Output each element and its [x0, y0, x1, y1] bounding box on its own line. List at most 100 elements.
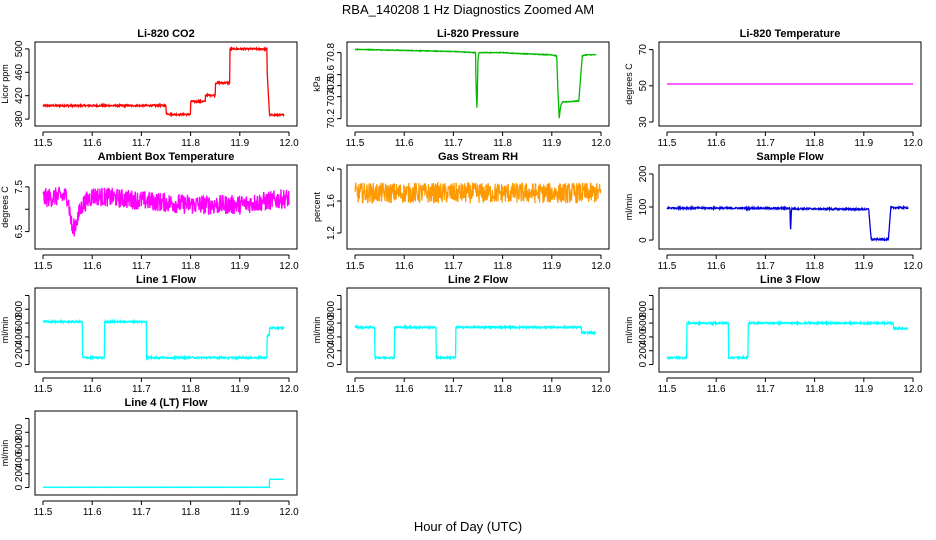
- y-axis-label: degrees C: [624, 63, 634, 105]
- y-tick-label: 400: [14, 451, 25, 468]
- y-tick-label: 0: [638, 237, 649, 243]
- x-tick-label: 11.7: [132, 507, 151, 518]
- plot-frame: [658, 164, 922, 250]
- panel-1: Li-820 CO2 11.5 11.6 11.7 11.8 11.9 12.0 380 420…: [0, 28, 299, 149]
- plot-frame: [34, 164, 298, 250]
- x-tick-label: 11.7: [444, 138, 463, 149]
- y-tick-label: 0: [14, 484, 25, 490]
- x-tick-label: 11.9: [542, 138, 561, 149]
- plot-frame: [346, 287, 610, 373]
- y-tick-label: 800: [14, 300, 25, 317]
- x-tick-label: 11.9: [230, 384, 249, 395]
- y-axis-label: percent: [312, 191, 322, 222]
- panel-6: Sample Flow 11.5 11.6 11.7 11.8 11.9 12.0 0 100 2…: [624, 151, 923, 272]
- x-tick-label: 11.8: [181, 507, 200, 518]
- data-series-line: [666, 204, 909, 242]
- x-tick-label: 11.9: [230, 261, 249, 272]
- panel-8: Line 2 Flow 11.5 11.6 11.7 11.8 11.9 12.0 0 2004…: [312, 274, 611, 395]
- x-tick-label: 11.6: [395, 384, 414, 395]
- y-tick-label: 200: [14, 465, 25, 482]
- y-tick-label: 1.2: [326, 226, 337, 240]
- y-axis-label: ml/min: [624, 317, 634, 344]
- x-tick-label: 11.5: [658, 138, 677, 149]
- x-tick-label: 11.5: [658, 261, 677, 272]
- panel-title: Gas Stream RH: [438, 151, 518, 163]
- x-tick-label: 11.5: [346, 138, 365, 149]
- y-tick-label: 200: [638, 342, 649, 359]
- y-axis-label: ml/min: [312, 317, 322, 344]
- x-tick-label: 11.7: [444, 384, 463, 395]
- x-tick-label: 11.8: [181, 138, 200, 149]
- panel-title: Line 1 Flow: [136, 274, 196, 286]
- y-tick-label: 400: [14, 328, 25, 345]
- y-tick-label: 70.6: [326, 64, 337, 84]
- x-tick-label: 11.6: [395, 261, 414, 272]
- x-tick-label: 11.6: [83, 138, 102, 149]
- panel-5: Gas Stream RH 11.5 11.6 11.7 11.8 11.9 12.0 1.2…: [312, 151, 611, 272]
- x-tick-label: 11.9: [542, 261, 561, 272]
- x-tick-label: 12.0: [903, 261, 923, 272]
- x-tick-label: 11.5: [34, 261, 53, 272]
- x-tick-label: 11.8: [493, 384, 512, 395]
- y-tick-label: 800: [638, 300, 649, 317]
- y-axis-label: kPa: [312, 76, 322, 92]
- x-tick-label: 11.5: [346, 261, 365, 272]
- x-tick-label: 11.6: [83, 261, 102, 272]
- x-tick-label: 12.0: [903, 138, 923, 149]
- x-tick-label: 11.8: [805, 384, 824, 395]
- y-tick-label: 2: [326, 166, 337, 172]
- x-tick-label: 11.8: [805, 261, 824, 272]
- panel-3: Li-820 Temperature 11.5 11.6 11.7 11.8 11.9 12…: [624, 28, 923, 149]
- x-tick-label: 11.6: [707, 138, 726, 149]
- plot-frame: [346, 41, 610, 127]
- x-tick-label: 12.0: [279, 138, 299, 149]
- y-tick-label: 100: [638, 198, 649, 215]
- y-tick-label: 0: [14, 361, 25, 367]
- y-tick-label: 600: [14, 314, 25, 331]
- y-tick-label: 50: [638, 80, 649, 92]
- x-tick-label: 11.9: [230, 507, 249, 518]
- panel-9: Line 3 Flow 11.5 11.6 11.7 11.8 11.9 12.0 0 2004…: [624, 274, 923, 395]
- y-tick-label: 70.2: [326, 109, 337, 129]
- plot-frame: [34, 410, 298, 496]
- x-tick-label: 11.7: [756, 384, 775, 395]
- y-tick-label: 380: [14, 110, 25, 127]
- y-tick-label: 200: [326, 342, 337, 359]
- x-tick-label: 12.0: [591, 138, 611, 149]
- y-tick-label: 420: [14, 87, 25, 104]
- x-tick-label: 11.6: [83, 384, 102, 395]
- y-axis-label: Licor ppm: [0, 64, 10, 104]
- plot-frame: [34, 41, 298, 127]
- data-series-line: [666, 319, 909, 361]
- y-tick-label: 70.4: [326, 86, 337, 106]
- plot-frame: [658, 41, 922, 127]
- y-tick-label: 30: [638, 116, 649, 128]
- y-tick-label: 600: [638, 314, 649, 331]
- x-tick-label: 11.5: [34, 138, 53, 149]
- x-tick-label: 11.5: [34, 507, 53, 518]
- panel-title: Ambient Box Temperature: [98, 151, 235, 163]
- data-series-line: [354, 48, 597, 119]
- panel-title: Line 2 Flow: [448, 274, 508, 286]
- x-tick-label: 11.5: [346, 384, 365, 395]
- figure-xlabel: Hour of Day (UTC): [414, 519, 522, 534]
- x-tick-label: 11.7: [132, 384, 151, 395]
- x-tick-label: 12.0: [591, 261, 611, 272]
- panel-title: Line 4 (LT) Flow: [125, 397, 208, 409]
- x-tick-label: 11.9: [854, 384, 873, 395]
- y-tick-label: 600: [14, 437, 25, 454]
- data-series-line: [354, 324, 597, 361]
- x-tick-label: 12.0: [279, 384, 299, 395]
- y-tick-label: 70.8: [326, 42, 337, 62]
- x-tick-label: 11.6: [395, 138, 414, 149]
- data-series-line: [42, 46, 285, 118]
- x-tick-label: 11.5: [34, 384, 53, 395]
- panels: Li-820 CO2 11.5 11.6 11.7 11.8 11.9 12.0 380 420…: [0, 28, 923, 518]
- y-tick-label: 500: [14, 40, 25, 57]
- x-tick-label: 11.8: [181, 261, 200, 272]
- y-axis-label: ml/min: [0, 440, 10, 467]
- panel-7: Line 1 Flow 11.5 11.6 11.7 11.8 11.9 12.0 0 2004…: [0, 274, 299, 395]
- panel-title: Li-820 Pressure: [437, 28, 519, 40]
- x-tick-label: 11.9: [854, 261, 873, 272]
